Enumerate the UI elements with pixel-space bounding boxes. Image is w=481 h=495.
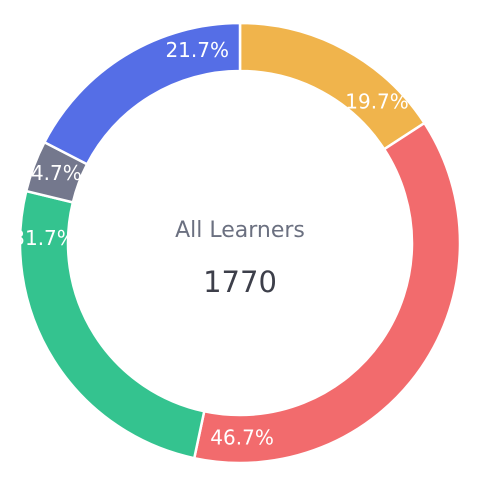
slice-label-5: 21.7% (165, 38, 229, 62)
donut-slice-labels: 19.7% 46.7% 31.7% 4.7% 21.7% (12, 38, 409, 449)
slice-label-3: 31.7% (12, 226, 76, 250)
center-title: All Learners (175, 218, 305, 243)
slice-label-2: 46.7% (210, 425, 274, 449)
slice-label-4: 4.7% (31, 161, 82, 185)
center-value: 1770 (203, 265, 277, 299)
donut-slices (18, 21, 462, 465)
slice-label-1: 19.7% (345, 89, 409, 113)
donut-slice-1[interactable] (238, 21, 427, 151)
donut-slice-5[interactable] (42, 21, 242, 166)
